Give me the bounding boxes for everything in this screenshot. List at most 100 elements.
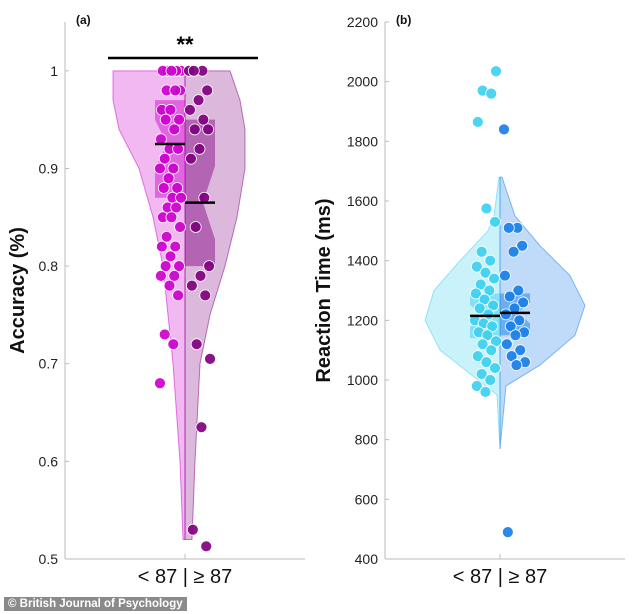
data-point xyxy=(168,123,181,136)
data-point xyxy=(154,162,166,175)
data-point xyxy=(480,356,493,369)
data-point xyxy=(158,152,171,165)
data-point xyxy=(475,245,488,258)
data-point xyxy=(164,250,177,263)
panel-a: 0.5 0.6 0.7 0.8 0.9 1 Accuracy (%) < 87 | ≥ 87 (… xyxy=(7,13,305,588)
data-point xyxy=(485,344,498,357)
data-point xyxy=(498,123,510,136)
data-point xyxy=(164,103,177,116)
data-point xyxy=(476,338,489,351)
data-point xyxy=(512,284,525,297)
y-tick-label: 1 xyxy=(50,63,58,79)
data-point xyxy=(169,84,182,97)
data-point xyxy=(470,380,483,392)
data-point xyxy=(475,368,488,380)
data-point xyxy=(193,143,206,155)
data-point xyxy=(171,182,184,194)
panel-b: 400 600 800 1000 1200 1400 1600 1800 2000 2200 Rea… xyxy=(313,13,625,588)
data-point xyxy=(516,239,529,252)
data-point xyxy=(509,329,522,342)
violin-left xyxy=(424,176,501,450)
data-point xyxy=(192,94,205,107)
y-tick-label: 600 xyxy=(355,491,379,507)
data-point xyxy=(167,338,180,351)
y-tick-label: 1400 xyxy=(347,253,378,269)
y-tick-label: 0.7 xyxy=(39,356,59,372)
data-point xyxy=(501,526,514,539)
data-point xyxy=(186,523,199,536)
data-point xyxy=(502,221,515,234)
data-point xyxy=(473,302,486,315)
data-point xyxy=(204,352,216,365)
data-point xyxy=(484,374,497,386)
y-tick-label: 0.8 xyxy=(39,258,59,274)
data-point xyxy=(485,87,498,100)
data-point xyxy=(500,308,512,321)
data-point xyxy=(160,230,173,243)
data-point xyxy=(172,289,185,302)
y-tick-label: 0.6 xyxy=(39,453,59,469)
data-point xyxy=(197,113,210,126)
data-point xyxy=(185,279,198,292)
y-tick-label: 1600 xyxy=(347,193,378,209)
data-point xyxy=(154,377,166,390)
data-point xyxy=(202,123,215,136)
data-point xyxy=(174,221,186,233)
data-point xyxy=(155,240,168,253)
data-point xyxy=(203,260,215,272)
data-point xyxy=(471,350,484,363)
data-point xyxy=(490,65,502,78)
data-point xyxy=(169,240,182,253)
data-point xyxy=(162,172,175,185)
data-point xyxy=(189,221,202,233)
data-point xyxy=(175,191,187,204)
data-point xyxy=(165,64,178,77)
data-point xyxy=(155,269,167,282)
y-tick-label: 1800 xyxy=(347,133,378,149)
data-point xyxy=(470,287,482,300)
data-point xyxy=(470,260,483,273)
data-point xyxy=(513,314,526,327)
data-point xyxy=(471,116,484,128)
data-point xyxy=(187,64,200,77)
data-point xyxy=(484,254,497,267)
data-point xyxy=(479,386,492,398)
x-axis-title: < 87 | ≥ 87 xyxy=(138,566,233,588)
data-point xyxy=(507,245,520,258)
data-point xyxy=(173,113,185,126)
data-point xyxy=(168,269,181,282)
data-point xyxy=(499,269,511,282)
data-point xyxy=(503,290,516,303)
data-point xyxy=(170,201,183,214)
y-tick-label: 1000 xyxy=(347,372,378,388)
y-axis-title: Reaction Time (ms) xyxy=(313,198,335,382)
y-tick-label: 0.9 xyxy=(39,160,59,176)
significance-label: ** xyxy=(176,32,194,57)
data-point xyxy=(185,152,197,165)
data-point xyxy=(514,344,527,357)
data-point xyxy=(510,359,523,371)
data-point xyxy=(201,84,214,97)
y-tick-label: 0.5 xyxy=(39,551,59,567)
violin-right xyxy=(184,70,246,540)
data-point xyxy=(194,269,207,282)
data-point xyxy=(489,215,501,228)
data-point xyxy=(157,182,170,194)
data-point xyxy=(165,211,178,224)
y-tick-label: 1200 xyxy=(347,312,378,328)
data-point xyxy=(173,260,185,272)
data-point xyxy=(480,202,493,215)
data-point xyxy=(489,362,501,374)
data-point xyxy=(199,289,212,302)
panel-label: (a) xyxy=(76,13,91,27)
y-axis-title: Accuracy (%) xyxy=(7,227,29,354)
data-point xyxy=(159,113,172,126)
data-point xyxy=(158,328,171,341)
data-point xyxy=(184,103,196,116)
data-point xyxy=(195,421,208,434)
data-point xyxy=(190,338,203,351)
data-point xyxy=(188,123,201,136)
data-point xyxy=(200,540,213,553)
data-point xyxy=(479,266,492,279)
